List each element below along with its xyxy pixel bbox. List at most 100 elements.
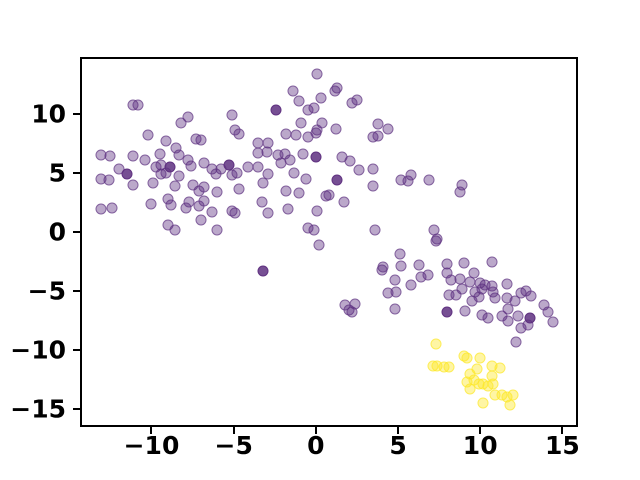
- data-point-cluster-purple: [458, 257, 470, 269]
- data-point-cluster-purple: [256, 196, 268, 208]
- data-point-cluster-purple: [165, 199, 177, 211]
- data-point-cluster-purple: [482, 312, 494, 324]
- data-point-cluster-purple: [329, 85, 341, 97]
- y-tick-mark: [73, 349, 80, 352]
- data-point-cluster-purple: [313, 239, 325, 251]
- data-point-cluster-purple: [487, 286, 499, 298]
- data-point-cluster-purple: [104, 150, 116, 162]
- data-point-cluster-purple: [338, 196, 350, 208]
- data-point-cluster-yellow: [474, 352, 486, 364]
- data-point-cluster-yellow: [507, 389, 519, 401]
- data-point-cluster-yellow: [477, 397, 489, 409]
- data-point-cluster-purple: [270, 104, 282, 116]
- data-point-cluster-purple: [459, 305, 471, 317]
- data-point-cluster-purple: [344, 155, 356, 167]
- data-point-cluster-purple: [262, 207, 274, 219]
- data-point-cluster-purple: [142, 129, 154, 141]
- data-point-cluster-purple: [223, 159, 235, 171]
- x-tick-mark: [397, 427, 400, 434]
- data-point-cluster-purple: [367, 180, 379, 192]
- data-point-cluster-purple: [206, 206, 218, 218]
- data-point-cluster-purple: [456, 283, 468, 295]
- y-tick-mark: [73, 408, 80, 411]
- data-point-cluster-purple: [187, 179, 199, 191]
- x-tick-label: 5: [389, 431, 407, 460]
- data-point-cluster-purple: [323, 189, 335, 201]
- x-tick-mark: [561, 427, 564, 434]
- data-point-cluster-purple: [308, 102, 320, 114]
- y-tick-mark: [73, 171, 80, 174]
- plot-area: [80, 57, 578, 427]
- data-point-cluster-purple: [288, 167, 300, 179]
- data-point-cluster-purple: [454, 186, 466, 198]
- data-point-cluster-purple: [367, 163, 379, 175]
- data-point-cluster-yellow: [494, 362, 506, 374]
- data-point-cluster-purple: [423, 174, 435, 186]
- data-point-cluster-purple: [103, 174, 115, 186]
- data-point-cluster-purple: [195, 214, 207, 226]
- data-point-cluster-purple: [145, 198, 157, 210]
- x-tick-mark: [314, 427, 317, 434]
- data-point-cluster-purple: [502, 303, 514, 315]
- data-point-cluster-purple: [302, 222, 314, 234]
- y-tick-label: −15: [10, 394, 66, 424]
- data-point-cluster-purple: [198, 195, 210, 207]
- data-point-cluster-purple: [293, 187, 305, 199]
- data-point-cluster-purple: [501, 278, 512, 290]
- y-tick-label: 10: [31, 99, 66, 129]
- y-tick-mark: [73, 112, 80, 115]
- data-point-cluster-purple: [353, 164, 365, 176]
- data-point-cluster-purple: [233, 128, 245, 140]
- data-point-cluster-purple: [512, 310, 524, 322]
- data-point-cluster-purple: [160, 135, 172, 147]
- data-point-cluster-yellow: [461, 352, 473, 364]
- data-point-cluster-purple: [389, 274, 401, 286]
- x-tick-label: 10: [462, 431, 498, 460]
- data-point-cluster-purple: [169, 224, 180, 236]
- y-tick-label: 0: [48, 217, 66, 247]
- x-tick-label: −5: [214, 431, 253, 460]
- data-point-cluster-yellow: [487, 378, 499, 390]
- data-point-cluster-purple: [147, 177, 159, 189]
- data-point-cluster-purple: [443, 289, 455, 301]
- data-point-cluster-purple: [231, 167, 243, 179]
- data-point-cluster-purple: [415, 271, 427, 283]
- data-point-cluster-purple: [315, 92, 327, 104]
- data-point-cluster-purple: [382, 123, 394, 135]
- data-point-cluster-purple: [509, 295, 521, 306]
- data-point-cluster-purple: [369, 224, 381, 236]
- data-point-cluster-purple: [127, 179, 139, 191]
- data-point-cluster-purple: [377, 261, 389, 273]
- data-point-cluster-purple: [547, 316, 559, 328]
- data-point-cluster-purple: [282, 203, 294, 215]
- data-point-cluster-purple: [430, 235, 442, 247]
- data-point-cluster-purple: [346, 97, 358, 109]
- data-point-cluster-purple: [524, 312, 535, 324]
- y-tick-label: 5: [48, 158, 66, 188]
- data-point-cluster-purple: [121, 168, 133, 180]
- data-point-cluster-purple: [372, 130, 384, 142]
- data-point-cluster-purple: [182, 111, 194, 123]
- data-point-cluster-purple: [331, 174, 343, 186]
- data-point-cluster-yellow: [430, 338, 442, 350]
- data-point-cluster-purple: [211, 224, 223, 236]
- data-point-cluster-purple: [295, 117, 307, 129]
- x-tick-label: 0: [307, 431, 325, 460]
- data-point-cluster-purple: [95, 203, 107, 215]
- x-tick-mark: [232, 427, 235, 434]
- data-point-cluster-purple: [154, 148, 166, 160]
- data-point-cluster-purple: [257, 177, 269, 189]
- data-point-cluster-purple: [311, 68, 323, 80]
- data-point-cluster-purple: [195, 134, 207, 146]
- data-point-cluster-purple: [275, 157, 287, 169]
- data-point-cluster-purple: [210, 168, 222, 180]
- data-point-cluster-purple: [252, 161, 264, 173]
- data-point-cluster-purple: [486, 256, 498, 267]
- data-point-cluster-purple: [169, 180, 180, 192]
- data-point-cluster-purple: [297, 148, 309, 160]
- x-tick-label: −10: [123, 431, 180, 460]
- data-point-cluster-purple: [173, 170, 185, 182]
- data-point-cluster-purple: [287, 85, 299, 97]
- data-point-cluster-purple: [164, 161, 176, 173]
